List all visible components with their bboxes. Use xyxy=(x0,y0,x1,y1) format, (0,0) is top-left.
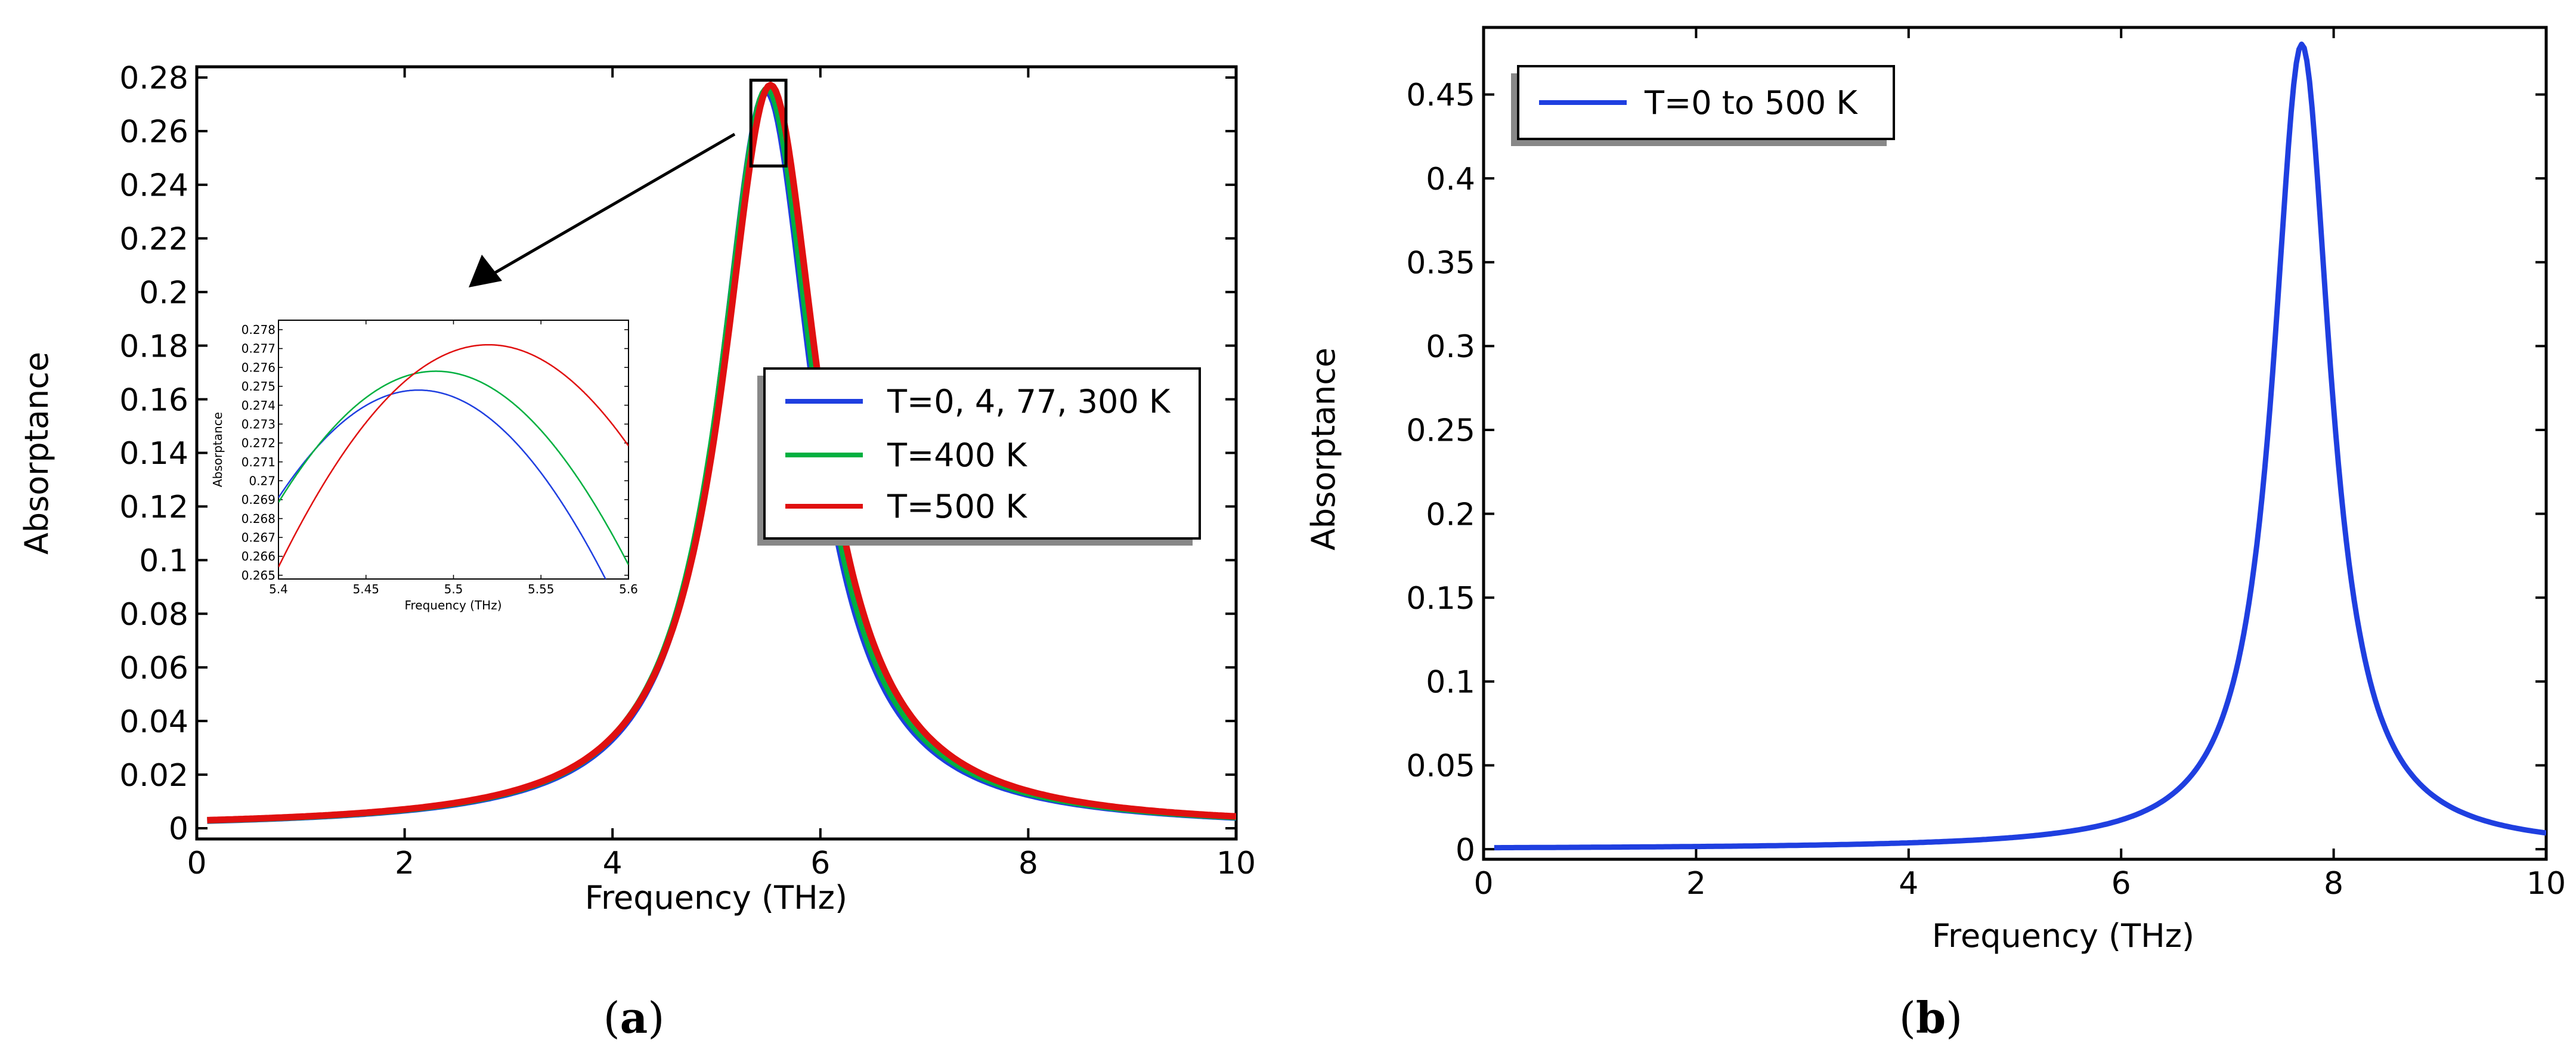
chart-a-inset-y-axis: 0.265 0.266 0.267 0.268 0.269 0.27 0.271 0.272 0… xyxy=(242,323,628,583)
chart-a-inset-x-tick-label: 5.45 xyxy=(352,582,379,596)
chart-b-frame xyxy=(1482,26,2548,861)
chart-a-inset-frame xyxy=(278,320,629,580)
chart-a: 00.020.040.060.080.10.120.140.160.180.20… xyxy=(18,61,1256,1043)
chart-a-y-tick-label: 0.06 xyxy=(119,651,188,686)
chart-a-inset-series-1-line xyxy=(278,370,628,565)
legend-a-label-0: T=0, 4, 77, 300 K xyxy=(887,383,1171,420)
chart-a-inset-y-tick-label: 0.275 xyxy=(242,379,275,394)
chart-b-x-tick-label: 2 xyxy=(1686,866,1706,902)
chart-a-inset-y-tick-label: 0.266 xyxy=(242,549,275,563)
chart-a-inset-y-tick-label: 0.268 xyxy=(242,512,275,526)
chart-a-x-axis: 0 2 4 6 8 10 xyxy=(187,67,1256,881)
caption-a: (a) xyxy=(603,992,665,1043)
chart-b-y-tick-label: 0.4 xyxy=(1426,162,1475,197)
chart-a-inset-x-tick-label: 5.6 xyxy=(619,582,638,596)
chart-a-inset-series-2-line xyxy=(278,343,628,568)
chart-a-y-tick-label: 0.1 xyxy=(139,543,188,579)
caption-b: (b) xyxy=(1899,992,1963,1043)
legend-a-label-2: T=500 K xyxy=(887,488,1027,525)
chart-b-y-tick-label: 0.2 xyxy=(1426,497,1475,532)
chart-a-inset-x-tick-label: 5.4 xyxy=(269,582,288,596)
chart-a-inset-series-0-line xyxy=(278,389,606,579)
chart-b-y-tick-label: 0.45 xyxy=(1406,78,1475,113)
chart-b-y-tick-label: 0.3 xyxy=(1426,329,1475,365)
chart-b-x-axis: 0 2 4 6 8 10 xyxy=(1473,27,2566,902)
caption-a-letter: a xyxy=(620,992,648,1043)
chart-a-y-tick-label: 0.16 xyxy=(119,382,188,418)
chart-a-inset-y-tick-label: 0.267 xyxy=(242,531,275,545)
chart-a-inset-y-tick-label: 0.277 xyxy=(242,342,275,356)
chart-a-x-tick-label: 6 xyxy=(810,846,830,881)
chart-b-x-label: Frequency (THz) xyxy=(1932,917,2194,955)
chart-a-x-tick-label: 2 xyxy=(395,846,414,881)
legend-b-label-0: T=0 to 500 K xyxy=(1644,84,1858,122)
chart-a-x-label: Frequency (THz) xyxy=(585,879,847,917)
chart-a-inset-x-tick-label: 5.55 xyxy=(528,582,555,596)
chart-b-x-tick-label: 4 xyxy=(1899,866,1918,902)
chart-a-y-tick-label: 0.2 xyxy=(139,275,188,311)
chart-a-inset-y-tick-label: 0.269 xyxy=(242,493,275,507)
chart-b-legend: T=0 to 500 K xyxy=(1511,65,1895,146)
chart-a-series-group xyxy=(206,82,1236,824)
chart-a-x-tick-label: 0 xyxy=(187,846,206,881)
chart-a-inset-y-tick-label: 0.27 xyxy=(249,473,275,488)
chart-a-series-2-line xyxy=(206,82,1236,823)
chart-a-y-label: Absorptance xyxy=(18,352,55,555)
chart-b-y-tick-label: 0.05 xyxy=(1406,748,1475,784)
chart-a-inset-y-tick-label: 0.265 xyxy=(242,568,275,583)
chart-b-y-tick-label: 0.25 xyxy=(1406,413,1475,449)
chart-b-y-tick-label: 0.35 xyxy=(1406,245,1475,281)
chart-a-y-axis: 0 0.02 0.04 0.06 0.08 0.1 0.12 0.14 0.16 0.18 0.2 0… xyxy=(119,61,1236,847)
chart-a-y-tick-label: 0.22 xyxy=(119,221,188,257)
chart-b-y-tick-label: 0.15 xyxy=(1406,581,1475,617)
chart-a-zoom-arrow-line xyxy=(489,132,736,277)
chart-a-legend: T=0, 4, 77, 300 K T=400 K T=500 K xyxy=(757,367,1201,546)
chart-a-inset-series-group xyxy=(278,343,628,579)
legend-a-label-1: T=400 K xyxy=(887,436,1027,474)
chart-a-inset-x-tick-label: 5.5 xyxy=(444,582,463,596)
chart-a-y-tick-label: 0.04 xyxy=(119,704,188,740)
chart-a-y-tick-label: 0.12 xyxy=(119,490,188,525)
chart-a-y-tick-label: 0.24 xyxy=(119,168,188,204)
chart-b-series-group xyxy=(1494,41,2546,851)
chart-a-y-tick-label: 0.14 xyxy=(119,436,188,472)
chart-a-zoom-arrow-head xyxy=(469,255,502,287)
chart-b-y-tick-label: 0.1 xyxy=(1426,665,1475,701)
chart-a-y-tick-label: 0.26 xyxy=(119,114,188,150)
chart-b-y-tick-label: 0 xyxy=(1456,832,1475,868)
chart-a-inset-x-axis: 5.4 5.45 5.5 5.55 5.6 xyxy=(269,320,638,596)
chart-b-x-tick-label: 10 xyxy=(2527,866,2566,902)
chart-a-inset-y-tick-label: 0.278 xyxy=(242,323,275,337)
caption-b-letter: b xyxy=(1916,992,1946,1043)
chart-a-y-tick-label: 0 xyxy=(169,812,188,847)
chart-a-inset-y-tick-label: 0.272 xyxy=(242,436,275,450)
chart-a-inset-y-label: Absorptance xyxy=(210,412,225,487)
chart-b-y-axis: 0 0.05 0.1 0.15 0.2 0.25 0.3 0.35 0.4 0.45 xyxy=(1406,78,2546,868)
chart-b-x-tick-label: 6 xyxy=(2111,866,2131,902)
chart-a-inset-y-tick-label: 0.273 xyxy=(242,417,275,431)
chart-b-series-0-line xyxy=(1494,41,2546,851)
chart-a-inset-y-tick-label: 0.274 xyxy=(242,398,275,413)
chart-b-y-label: Absorptance xyxy=(1305,348,1342,550)
chart-a-zoom-box xyxy=(749,78,788,168)
chart-b-x-tick-label: 0 xyxy=(1473,866,1493,902)
chart-b-x-tick-label: 8 xyxy=(2324,866,2343,902)
chart-a-y-tick-label: 0.02 xyxy=(119,758,188,794)
chart-a-inset-y-tick-label: 0.276 xyxy=(242,360,275,374)
chart-a-y-tick-label: 0.18 xyxy=(119,329,188,364)
chart-a-x-tick-label: 8 xyxy=(1018,846,1038,881)
chart-b: 0 0.05 0.1 0.15 0.2 0.25 0.3 0.35 0.4 0.45 0 2 4 6 8 1… xyxy=(1305,26,2566,1043)
chart-a-y-tick-label: 0.28 xyxy=(119,61,188,97)
chart-a-y-tick-label: 0.08 xyxy=(119,597,188,633)
chart-a-inset: 0.265 0.266 0.267 0.268 0.269 0.27 0.271 0.272 0… xyxy=(210,320,638,612)
chart-a-x-tick-label: 4 xyxy=(603,846,623,881)
chart-a-x-tick-label: 10 xyxy=(1216,846,1256,881)
chart-a-inset-y-tick-label: 0.271 xyxy=(242,455,275,469)
chart-a-inset-x-label: Frequency (THz) xyxy=(404,598,501,612)
